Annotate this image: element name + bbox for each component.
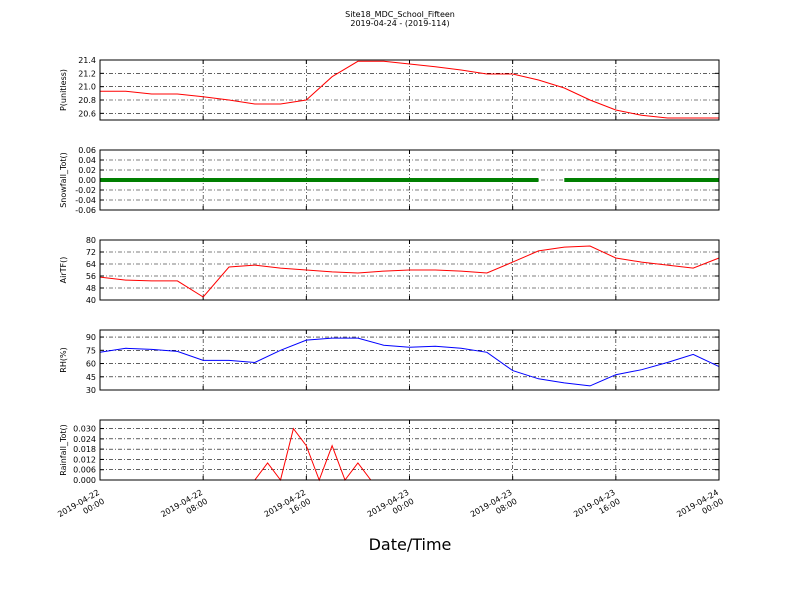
y-tick-label: 0.012	[73, 455, 96, 464]
y-tick-label: 21.2	[78, 69, 96, 78]
y-tick-label: 45	[86, 373, 96, 382]
x-tick-label: 2019-04-2216:00	[263, 488, 313, 528]
y-axis-label: Snowfall_Tot()	[59, 152, 68, 208]
y-tick-label: 20.8	[78, 96, 96, 105]
x-tick-label: 2019-04-2316:00	[572, 488, 622, 528]
y-tick-label: -0.02	[75, 186, 96, 195]
y-axis-label: AirTF()	[59, 257, 68, 284]
y-tick-label: 20.6	[78, 109, 96, 118]
y-tick-label: 0.04	[78, 156, 96, 165]
y-tick-label: 60	[86, 360, 96, 369]
data-line	[100, 60, 719, 119]
y-axis-label: P(unitless)	[59, 69, 68, 111]
x-tick-label: 2019-04-2400:00	[675, 488, 725, 528]
x-tick-label: 2019-04-2300:00	[366, 488, 416, 528]
plot-frame	[99, 149, 720, 211]
y-tick-label: 90	[86, 333, 96, 342]
y-axis-label: Rainfall_Tot()	[59, 424, 68, 476]
y-tick-label: 48	[86, 284, 96, 293]
y-tick-label: 21.0	[78, 83, 96, 92]
y-tick-label: 0.018	[73, 445, 96, 454]
y-tick-label: 75	[86, 346, 96, 355]
y-tick-label: 0.02	[78, 166, 96, 175]
y-tick-label: 40	[86, 296, 96, 305]
y-tick-label: 0.006	[73, 466, 96, 475]
y-tick-label: 56	[86, 272, 96, 281]
y-axis-label: RH(%)	[59, 347, 68, 372]
y-tick-label: 0.030	[73, 425, 96, 434]
data-line	[99, 337, 720, 387]
y-tick-label: 0.024	[73, 435, 96, 444]
y-tick-label: -0.04	[75, 196, 96, 205]
y-tick-label: 64	[86, 260, 96, 269]
x-tick-label: 2019-04-2200:00	[56, 488, 106, 528]
data-line	[99, 245, 720, 298]
y-tick-label: -0.06	[75, 206, 96, 215]
plot-frame	[99, 59, 720, 121]
plot-frame	[99, 419, 720, 481]
data-line	[100, 427, 719, 482]
y-tick-label: 21.4	[78, 56, 96, 65]
plot-frame	[99, 329, 720, 391]
y-tick-label: 0.00	[78, 176, 96, 185]
y-tick-label: 72	[86, 248, 96, 257]
y-tick-label: 0.000	[73, 476, 96, 485]
x-axis-label: Date/Time	[369, 535, 452, 554]
y-tick-label: 30	[86, 386, 96, 395]
plot-frame	[99, 239, 720, 301]
chart-subtitle: 2019-04-24 - (2019-114)	[350, 19, 449, 28]
x-tick-label: 2019-04-2208:00	[159, 488, 209, 528]
y-tick-label: 80	[86, 236, 96, 245]
chart-title: Site18_MDC_School_Fifteen	[345, 10, 455, 19]
y-tick-label: 0.06	[78, 146, 96, 155]
x-tick-label: 2019-04-2308:00	[469, 488, 519, 528]
